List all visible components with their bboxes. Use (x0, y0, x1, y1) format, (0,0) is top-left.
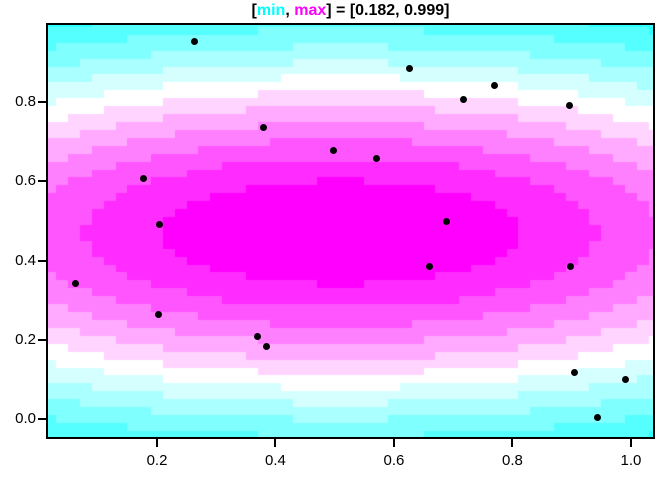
y-axis-tick-label: 0.0 (15, 409, 36, 427)
plot-area (46, 23, 655, 439)
x-axis-tick-label: 0.4 (265, 452, 286, 469)
filled-contour-canvas (48, 25, 653, 437)
data-point (373, 154, 381, 162)
data-point (406, 65, 414, 73)
x-axis-tick-label: 1.0 (620, 452, 642, 469)
data-point (191, 38, 199, 46)
y-axis-tick (38, 417, 46, 420)
y-axis-tick (38, 338, 46, 341)
title-open-bracket: [ (251, 2, 257, 19)
data-point (566, 102, 574, 110)
data-point (254, 333, 262, 341)
title-min-label: min (256, 2, 286, 19)
x-axis-tick (511, 439, 514, 447)
y-axis-tick-label: 0.4 (15, 251, 36, 269)
data-point (459, 95, 467, 103)
y-axis-tick-label: 0.6 (15, 172, 36, 190)
scatter-points-layer (48, 25, 653, 437)
data-point (330, 147, 338, 155)
data-point (156, 221, 164, 229)
title-max-label: max (294, 2, 327, 19)
x-axis-tick (156, 439, 158, 447)
x-axis-tick-label: 0.6 (383, 452, 405, 469)
x-axis-tick (629, 439, 632, 447)
data-point (426, 263, 434, 271)
y-axis-tick (38, 259, 46, 262)
data-point (155, 310, 163, 318)
plot-title: [min, max] = [0.182, 0.999] (46, 2, 655, 20)
data-point (259, 124, 267, 132)
data-point (622, 376, 630, 384)
y-axis-tick (38, 180, 46, 183)
data-point (571, 368, 579, 376)
data-point (442, 218, 450, 226)
data-point (593, 414, 601, 422)
data-point (71, 280, 79, 288)
x-axis-tick-label: 0.8 (502, 452, 523, 469)
data-point (567, 262, 575, 270)
title-comma: , (285, 2, 295, 19)
x-axis-tick-label: 0.2 (146, 452, 168, 469)
y-axis-tick-label: 0.2 (15, 330, 36, 348)
y-axis-tick (38, 101, 46, 104)
data-point (263, 342, 271, 350)
title-range-text: ] = [0.182, 0.999] (326, 2, 450, 19)
x-axis-tick (392, 439, 395, 447)
data-point (139, 174, 147, 182)
x-axis-tick (274, 439, 277, 447)
y-axis-tick-label: 0.8 (15, 93, 36, 111)
data-point (491, 82, 499, 90)
